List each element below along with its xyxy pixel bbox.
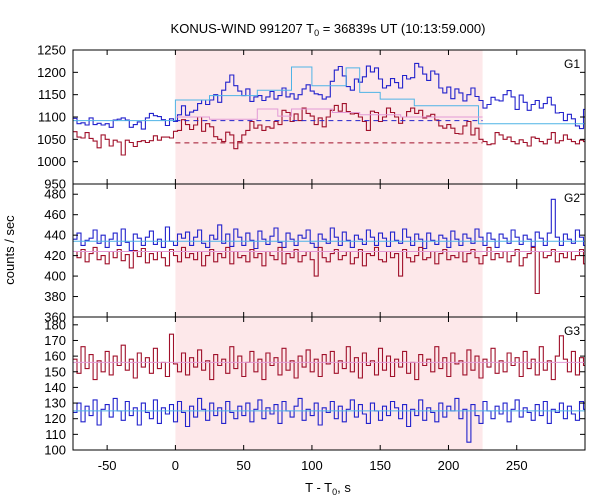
x-axis-title: T - T0, s — [305, 480, 351, 497]
panel-plot-area — [73, 198, 585, 295]
y-tick-label: 180 — [44, 317, 66, 332]
y-tick-label: 380 — [44, 289, 66, 304]
panel-frame — [72, 316, 586, 451]
chart-title: KONUS-WIND 991207 T0 = 36839s UT (10:13:… — [171, 21, 486, 38]
series-pink-model — [175, 108, 483, 120]
y-axis-title: counts / sec — [2, 215, 17, 285]
x-tick-label: -50 — [98, 458, 117, 473]
y-tick-label: 100 — [44, 443, 66, 458]
y-tick-label: 120 — [44, 411, 66, 426]
y-tick-label: 460 — [44, 207, 66, 222]
y-tick-label: 110 — [45, 427, 66, 442]
series-light-blue-model — [73, 66, 585, 125]
x-tick-label: 150 — [369, 458, 391, 473]
panel-g2: 360 380 400 420 440 460 480 G2 — [44, 183, 586, 325]
x-tick-label: 200 — [438, 458, 460, 473]
y-tick-label: 1250 — [37, 43, 66, 58]
y-tick-label: 440 — [44, 228, 66, 243]
y-tick-label: 160 — [44, 349, 66, 364]
y-tick-label: 150 — [44, 364, 66, 379]
series-blue-counts — [73, 62, 585, 130]
panel-label: G2 — [564, 191, 580, 205]
series-dark-red-counts — [73, 333, 585, 381]
x-tick-label: 50 — [236, 458, 250, 473]
highlight-interval — [175, 184, 483, 317]
y-tick-label: 400 — [44, 269, 66, 284]
y-tick-label: 1100 — [38, 110, 66, 125]
y-tick-label: 950 — [44, 177, 66, 192]
panel-label: G3 — [564, 324, 580, 338]
x-tick-label: 100 — [301, 458, 323, 473]
y-tick-label: 130 — [44, 396, 66, 411]
y-tick-label: 360 — [44, 310, 66, 325]
y-tick-label: 420 — [44, 248, 66, 263]
highlight-interval — [175, 317, 483, 450]
panel-plot-area — [73, 62, 585, 156]
y-tick-label: 480 — [44, 187, 66, 202]
panel-g1: 950 1000 1050 1100 1150 1200 1250 G1 — [37, 43, 586, 192]
y-tick-label: 1150 — [38, 87, 66, 102]
y-tick-label: 170 — [44, 333, 66, 348]
chart-panels: 950100010501100115012001250G136038040042… — [37, 43, 586, 473]
panel-label: G1 — [564, 57, 580, 71]
x-tick-label: 250 — [506, 458, 528, 473]
series-dark-red-counts — [73, 103, 585, 156]
y-tick-label: 1200 — [37, 65, 66, 80]
x-tick-label: 0 — [172, 458, 179, 473]
panel-plot-area — [73, 333, 585, 443]
series-blue-counts — [73, 397, 585, 443]
y-tick-label: 1000 — [37, 154, 66, 169]
y-tick-label: 1050 — [37, 132, 66, 147]
y-tick-label: 140 — [44, 380, 66, 395]
